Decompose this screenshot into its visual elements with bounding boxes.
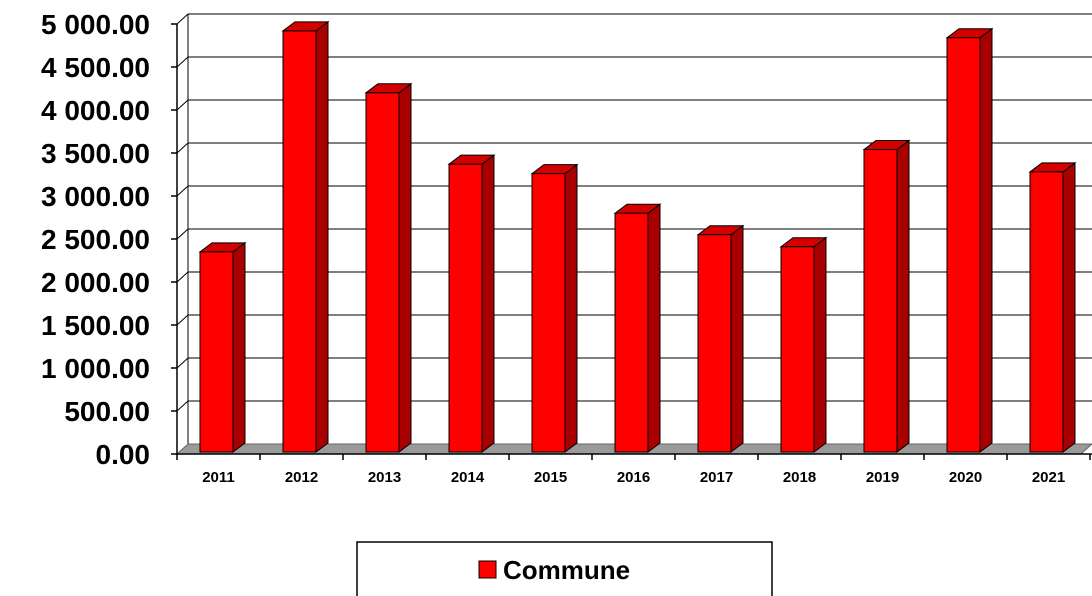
gridline-depth: [176, 13, 189, 25]
x-tick-label: 2017: [700, 469, 733, 486]
y-tick-label: 1 000.00: [41, 353, 150, 384]
bar-side: [647, 203, 661, 453]
gridline-depth: [176, 99, 189, 111]
bar-side: [481, 154, 495, 453]
gridline-depth: [176, 357, 189, 369]
x-tick-label: 2014: [451, 469, 485, 486]
x-tick-label: 2012: [285, 469, 318, 486]
legend: Commune: [356, 541, 773, 596]
x-tick-label: 2013: [368, 469, 401, 486]
y-tick-label: 4 500.00: [41, 52, 150, 83]
x-tick-label: 2016: [617, 469, 650, 486]
legend-label: Commune: [503, 555, 630, 585]
bar-side: [315, 20, 329, 453]
bar-side: [398, 82, 412, 453]
bar: [530, 163, 579, 453]
x-tick-label: 2020: [949, 469, 982, 486]
bar-front: [863, 149, 898, 453]
gridline-depth: [176, 56, 189, 68]
bar: [862, 139, 911, 453]
bar: [364, 82, 413, 453]
bar-side: [232, 241, 246, 453]
bar: [198, 241, 247, 453]
bar-front: [780, 246, 815, 453]
bar-front: [531, 173, 566, 453]
y-tick-label: 2 000.00: [41, 267, 150, 298]
bar: [281, 20, 330, 453]
bar-front: [365, 92, 400, 453]
y-tick-label: 5 000.00: [41, 9, 150, 40]
y-tick-label: 3 500.00: [41, 138, 150, 169]
bar-side: [896, 139, 910, 453]
y-axis-ticks: 0.00 500.00 1 000.00 1 500.00 2 000.00 2 500.…: [41, 9, 177, 470]
y-tick-label: 4 000.00: [41, 95, 150, 126]
y-tick-label: 500.00: [64, 396, 150, 427]
bar: [945, 27, 994, 453]
x-axis-ticks: 2011 2012 2013 2014 2015 2016 2017 2018 2019 2020…: [176, 454, 1091, 486]
bar-side: [813, 236, 827, 453]
gridline-depth: [176, 185, 189, 197]
y-tick-label: 3 000.00: [41, 181, 150, 212]
bar: [613, 203, 662, 453]
x-tick-label: 2019: [866, 469, 899, 486]
bars: [198, 20, 1077, 453]
gridline-depth: [176, 314, 189, 326]
bar-side: [979, 27, 993, 453]
bar: [696, 224, 745, 453]
bar: [779, 236, 828, 453]
bar-front: [1029, 171, 1064, 453]
bar-front: [282, 30, 317, 453]
y-tick-label: 1 500.00: [41, 310, 150, 341]
bar-front: [614, 212, 649, 453]
x-tick-label: 2015: [534, 469, 567, 486]
bar-side: [730, 224, 744, 453]
legend-box: [356, 541, 773, 596]
bar-front: [697, 234, 732, 453]
bar: [1028, 161, 1077, 453]
bar-front: [448, 163, 483, 453]
gridline-depth: [176, 271, 189, 283]
bar-side: [1062, 161, 1076, 453]
gridline-depth: [176, 142, 189, 154]
legend-swatch: [478, 560, 497, 579]
x-tick-label: 2021: [1032, 469, 1065, 486]
gridline-depth: [176, 400, 189, 412]
bar: [447, 154, 496, 453]
gridline-depth: [176, 228, 189, 240]
bar-front: [946, 37, 981, 453]
bar-front: [199, 251, 234, 453]
bar-side: [564, 163, 578, 453]
y-tick-label: 0.00: [96, 439, 151, 470]
x-tick-label: 2018: [783, 469, 816, 486]
x-tick-label: 2011: [202, 469, 235, 486]
y-tick-label: 2 500.00: [41, 224, 150, 255]
